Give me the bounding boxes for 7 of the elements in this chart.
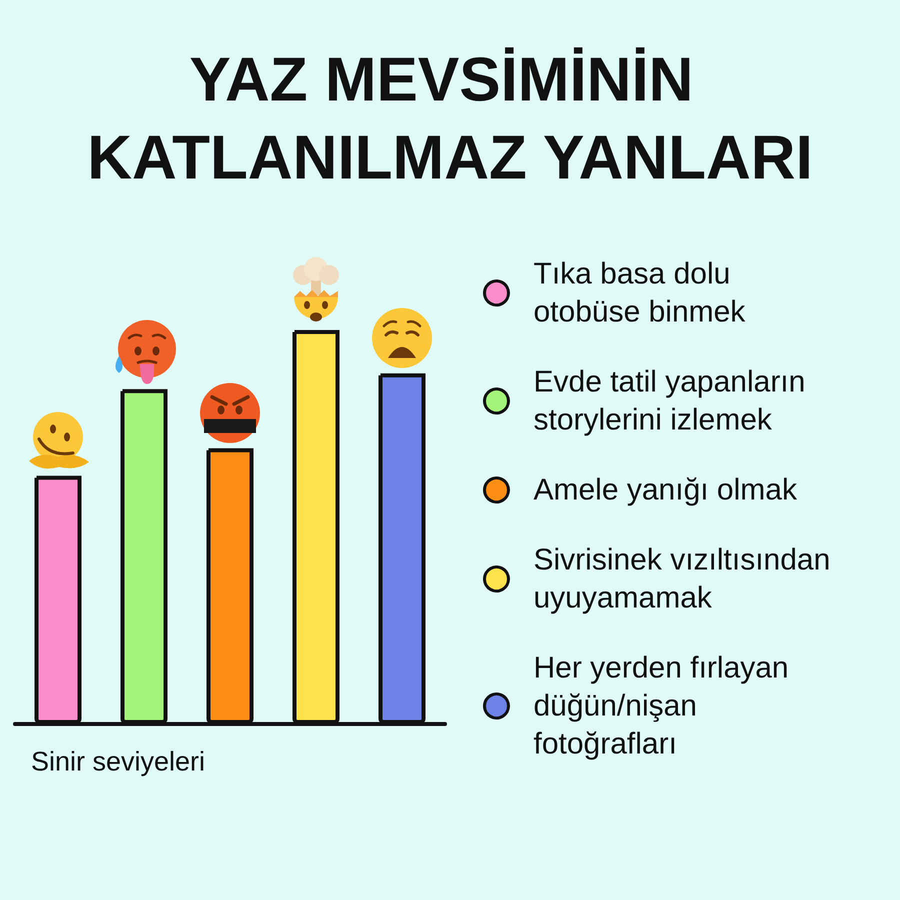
legend-label: Tıka basa dolu otobüse binmek — [534, 258, 746, 328]
legend-label: Sivrisinek vızıltısından uyuyamamak — [534, 544, 830, 614]
x-axis-title: Sinir seviyeleri — [31, 746, 206, 776]
legend-label: Her yerden fırlayan düğün/nişan fotoğrafları — [534, 652, 789, 760]
chart-title: YAZ MEVSİMİNİN KATLANILMAZ YANLARI — [87, 46, 813, 192]
legend-label: Evde tatil yapanların storylerini izlemek — [534, 366, 806, 436]
legend-label: Amele yanığı olmak — [534, 474, 798, 506]
